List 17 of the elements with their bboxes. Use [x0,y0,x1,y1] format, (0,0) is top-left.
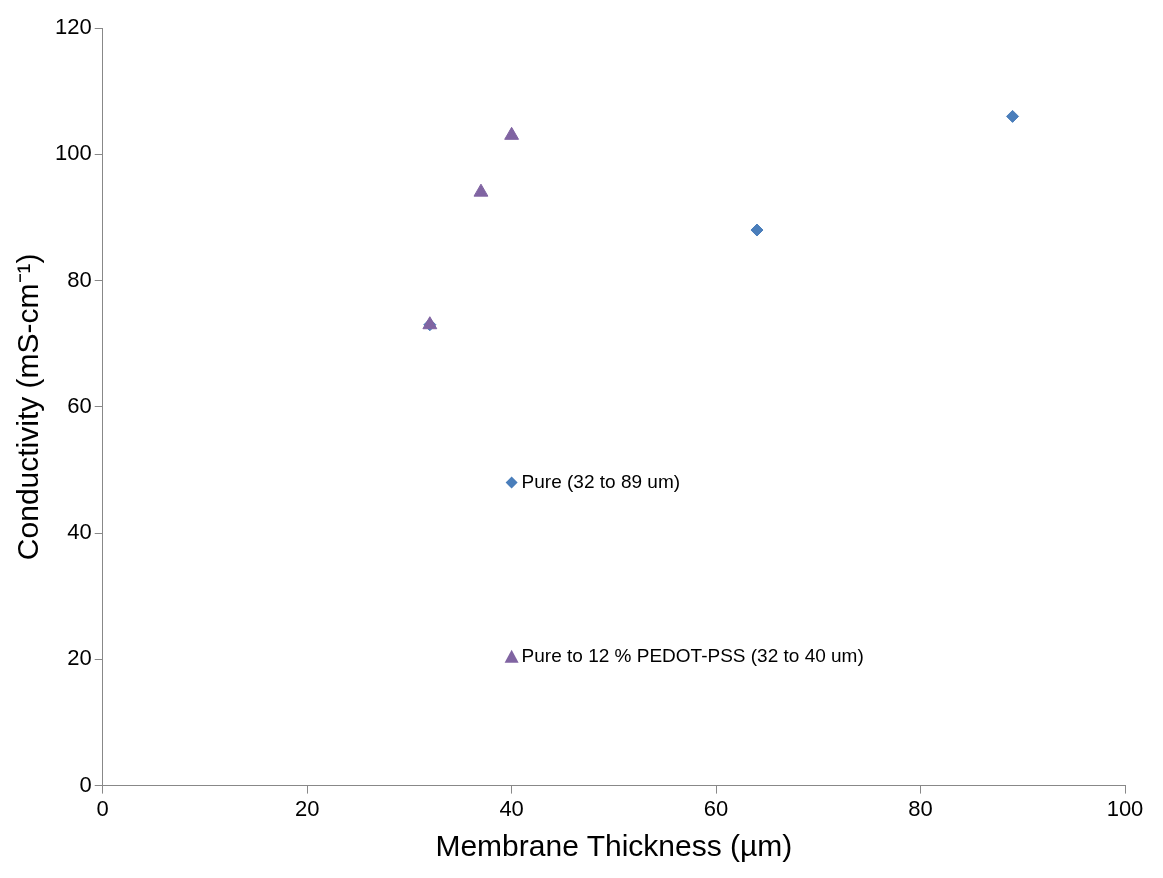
y-tick-label: 40 [67,519,92,545]
x-tick-label: 80 [908,795,933,821]
legend-label: Pure (32 to 89 um) [521,470,681,492]
x-tick-label: 60 [703,795,729,821]
legend-label: Pure to 12 % PEDOT-PSS (32 to 40 um) [521,645,864,667]
x-tick-label: 100 [1106,795,1144,821]
y-tick-label: 60 [67,392,92,418]
y-tick-label: 20 [67,645,92,671]
x-tick-label: 20 [294,795,320,821]
y-tick-label: 100 [54,140,92,166]
x-tick-label: 40 [499,795,524,821]
y-tick-label: 80 [67,266,92,292]
x-axis-title: Membrane Thickness (µm) [435,829,793,863]
y-axis-title: Conductivity (mS-cm⁻¹) [11,253,45,561]
y-tick-label: 0 [79,771,92,797]
y-tick-label: 120 [54,14,92,40]
x-tick-label: 0 [96,795,109,821]
